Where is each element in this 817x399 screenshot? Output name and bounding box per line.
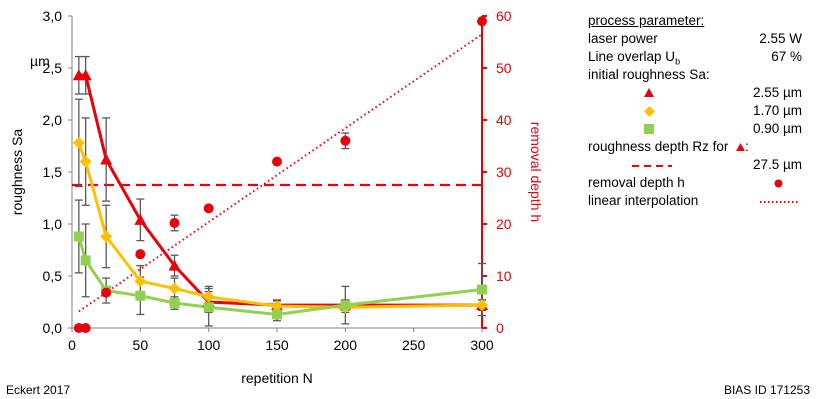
data-point-triangle xyxy=(79,69,92,81)
x-tick-label: 250 xyxy=(402,337,426,353)
rz-triangle-icon xyxy=(736,142,746,151)
left-y-axis-label: roughness Sa xyxy=(9,129,25,216)
reference-lines xyxy=(72,33,483,313)
legend-rz-value-row: 27.5 µm xyxy=(588,156,810,174)
data-point-square xyxy=(73,231,84,242)
right-y-axis-label: removal depth h xyxy=(528,122,544,222)
data-point-square xyxy=(272,309,282,320)
line-overlap-label: Line overlap U xyxy=(588,49,676,64)
legend-initial-roughness-row: initial roughness Sa: xyxy=(588,66,810,84)
data-point-circle xyxy=(135,249,146,260)
data-point-square xyxy=(80,255,91,266)
data-point-circle xyxy=(272,156,282,167)
legend-laser-power-row: laser power 2.55 W xyxy=(588,30,810,48)
axes xyxy=(71,16,483,329)
legend-yellow-row: 1.70 µm xyxy=(588,102,810,120)
right-y-tick-label: 20 xyxy=(496,216,512,232)
left-y-tick-label: 1,5 xyxy=(43,164,63,180)
left-y-tick-label: 0,0 xyxy=(43,320,63,336)
left-y-axis-unit: µm xyxy=(30,53,50,69)
x-tick-label: 0 xyxy=(68,337,76,353)
legend-line-overlap-row: Line overlap Ub 67 % xyxy=(588,48,810,67)
data-point-square xyxy=(477,284,487,295)
data-point-diamond xyxy=(72,136,85,149)
data-point-square xyxy=(203,302,214,313)
data-point-circle xyxy=(101,287,112,298)
x-axis-label: repetition N xyxy=(241,370,313,386)
data-point-circle xyxy=(169,217,180,228)
data-point-circle xyxy=(340,135,351,146)
right-y-tick-label: 60 xyxy=(496,8,512,24)
footer-left: Eckert 2017 xyxy=(6,383,70,397)
markers xyxy=(72,16,488,333)
data-point-diamond xyxy=(100,230,113,243)
x-tick-label: 300 xyxy=(470,337,494,353)
sa-yellow-value: 1.70 µm xyxy=(752,103,802,118)
rz-label: roughness depth Rz for xyxy=(588,139,729,154)
x-tick-label: 100 xyxy=(197,337,221,353)
x-tick-label: 150 xyxy=(265,337,289,353)
data-point-triangle xyxy=(168,259,181,271)
legend-removal-depth-row: removal depth h xyxy=(588,174,810,192)
right-y-tick-label: 50 xyxy=(496,60,512,76)
line-overlap-value: 67 % xyxy=(771,49,802,64)
data-point-circle xyxy=(203,203,214,214)
data-point-square xyxy=(169,298,180,309)
legend: process parameter: laser power 2.55 W Li… xyxy=(588,12,810,210)
footer-right: BIAS ID 171253 xyxy=(724,383,810,397)
square-marker-icon xyxy=(644,124,654,134)
left-y-tick-label: 2,5 xyxy=(43,60,63,76)
data-point-diamond xyxy=(79,155,92,168)
laser-power-label: laser power xyxy=(588,31,658,46)
rz-colon: : xyxy=(745,139,749,154)
rz-value: 27.5 µm xyxy=(752,157,802,172)
data-point-diamond xyxy=(202,290,215,303)
linear-interpolation-line xyxy=(78,33,483,313)
data-point-diamond xyxy=(271,300,283,313)
sa-red-value: 2.55 µm xyxy=(752,85,802,100)
line-overlap-subscript: b xyxy=(675,56,681,67)
removal-depth-label: removal depth h xyxy=(588,175,685,190)
data-point-triangle xyxy=(100,153,113,165)
legend-title: process parameter: xyxy=(588,13,705,28)
linear-interpolation-label: linear interpolation xyxy=(588,193,699,208)
right-y-tick-label: 10 xyxy=(496,268,512,284)
data-point-circle xyxy=(477,16,487,27)
data-point-diamond xyxy=(134,275,147,288)
x-tick-label: 200 xyxy=(334,337,358,353)
data-point-triangle xyxy=(134,213,147,225)
right-y-tick-label: 0 xyxy=(496,320,504,336)
dashed-line-icon xyxy=(632,165,672,167)
series-line xyxy=(77,236,483,316)
laser-power-value: 2.55 W xyxy=(759,31,802,46)
left-y-tick-label: 2,0 xyxy=(43,112,63,128)
error-bars xyxy=(74,55,486,327)
right-y-tick-label: 40 xyxy=(496,112,512,128)
diamond-marker-icon xyxy=(644,106,655,117)
data-point-circle xyxy=(80,323,91,333)
right-y-tick-label: 30 xyxy=(496,164,512,180)
circle-marker-icon xyxy=(774,179,783,188)
left-y-tick-label: 1,0 xyxy=(43,216,63,232)
left-y-tick-label: 3,0 xyxy=(43,8,63,24)
ticks: 0 50 100 150 200 250 300 0,0 0,5 1,0 1,5 2,0 2,5 3,0 0… xyxy=(43,8,512,353)
data-point-diamond xyxy=(476,299,488,312)
dotted-line-icon xyxy=(760,201,800,203)
sa-green-value: 0.90 µm xyxy=(752,121,802,136)
legend-red-row: 2.55 µm xyxy=(588,84,810,102)
data-point-circle xyxy=(73,323,84,333)
legend-linear-interp-row: linear interpolation xyxy=(588,192,810,210)
triangle-marker-icon xyxy=(644,88,654,97)
initial-roughness-label: initial roughness Sa: xyxy=(588,67,710,82)
x-tick-label: 50 xyxy=(133,337,149,353)
data-point-square xyxy=(135,290,146,301)
legend-title-row: process parameter: xyxy=(588,12,810,30)
legend-green-row: 0.90 µm xyxy=(588,120,810,138)
data-point-diamond xyxy=(168,282,181,295)
left-y-tick-label: 0,5 xyxy=(43,268,63,284)
legend-rz-row: roughness depth Rz for : xyxy=(588,138,810,156)
data-point-square xyxy=(340,300,351,311)
